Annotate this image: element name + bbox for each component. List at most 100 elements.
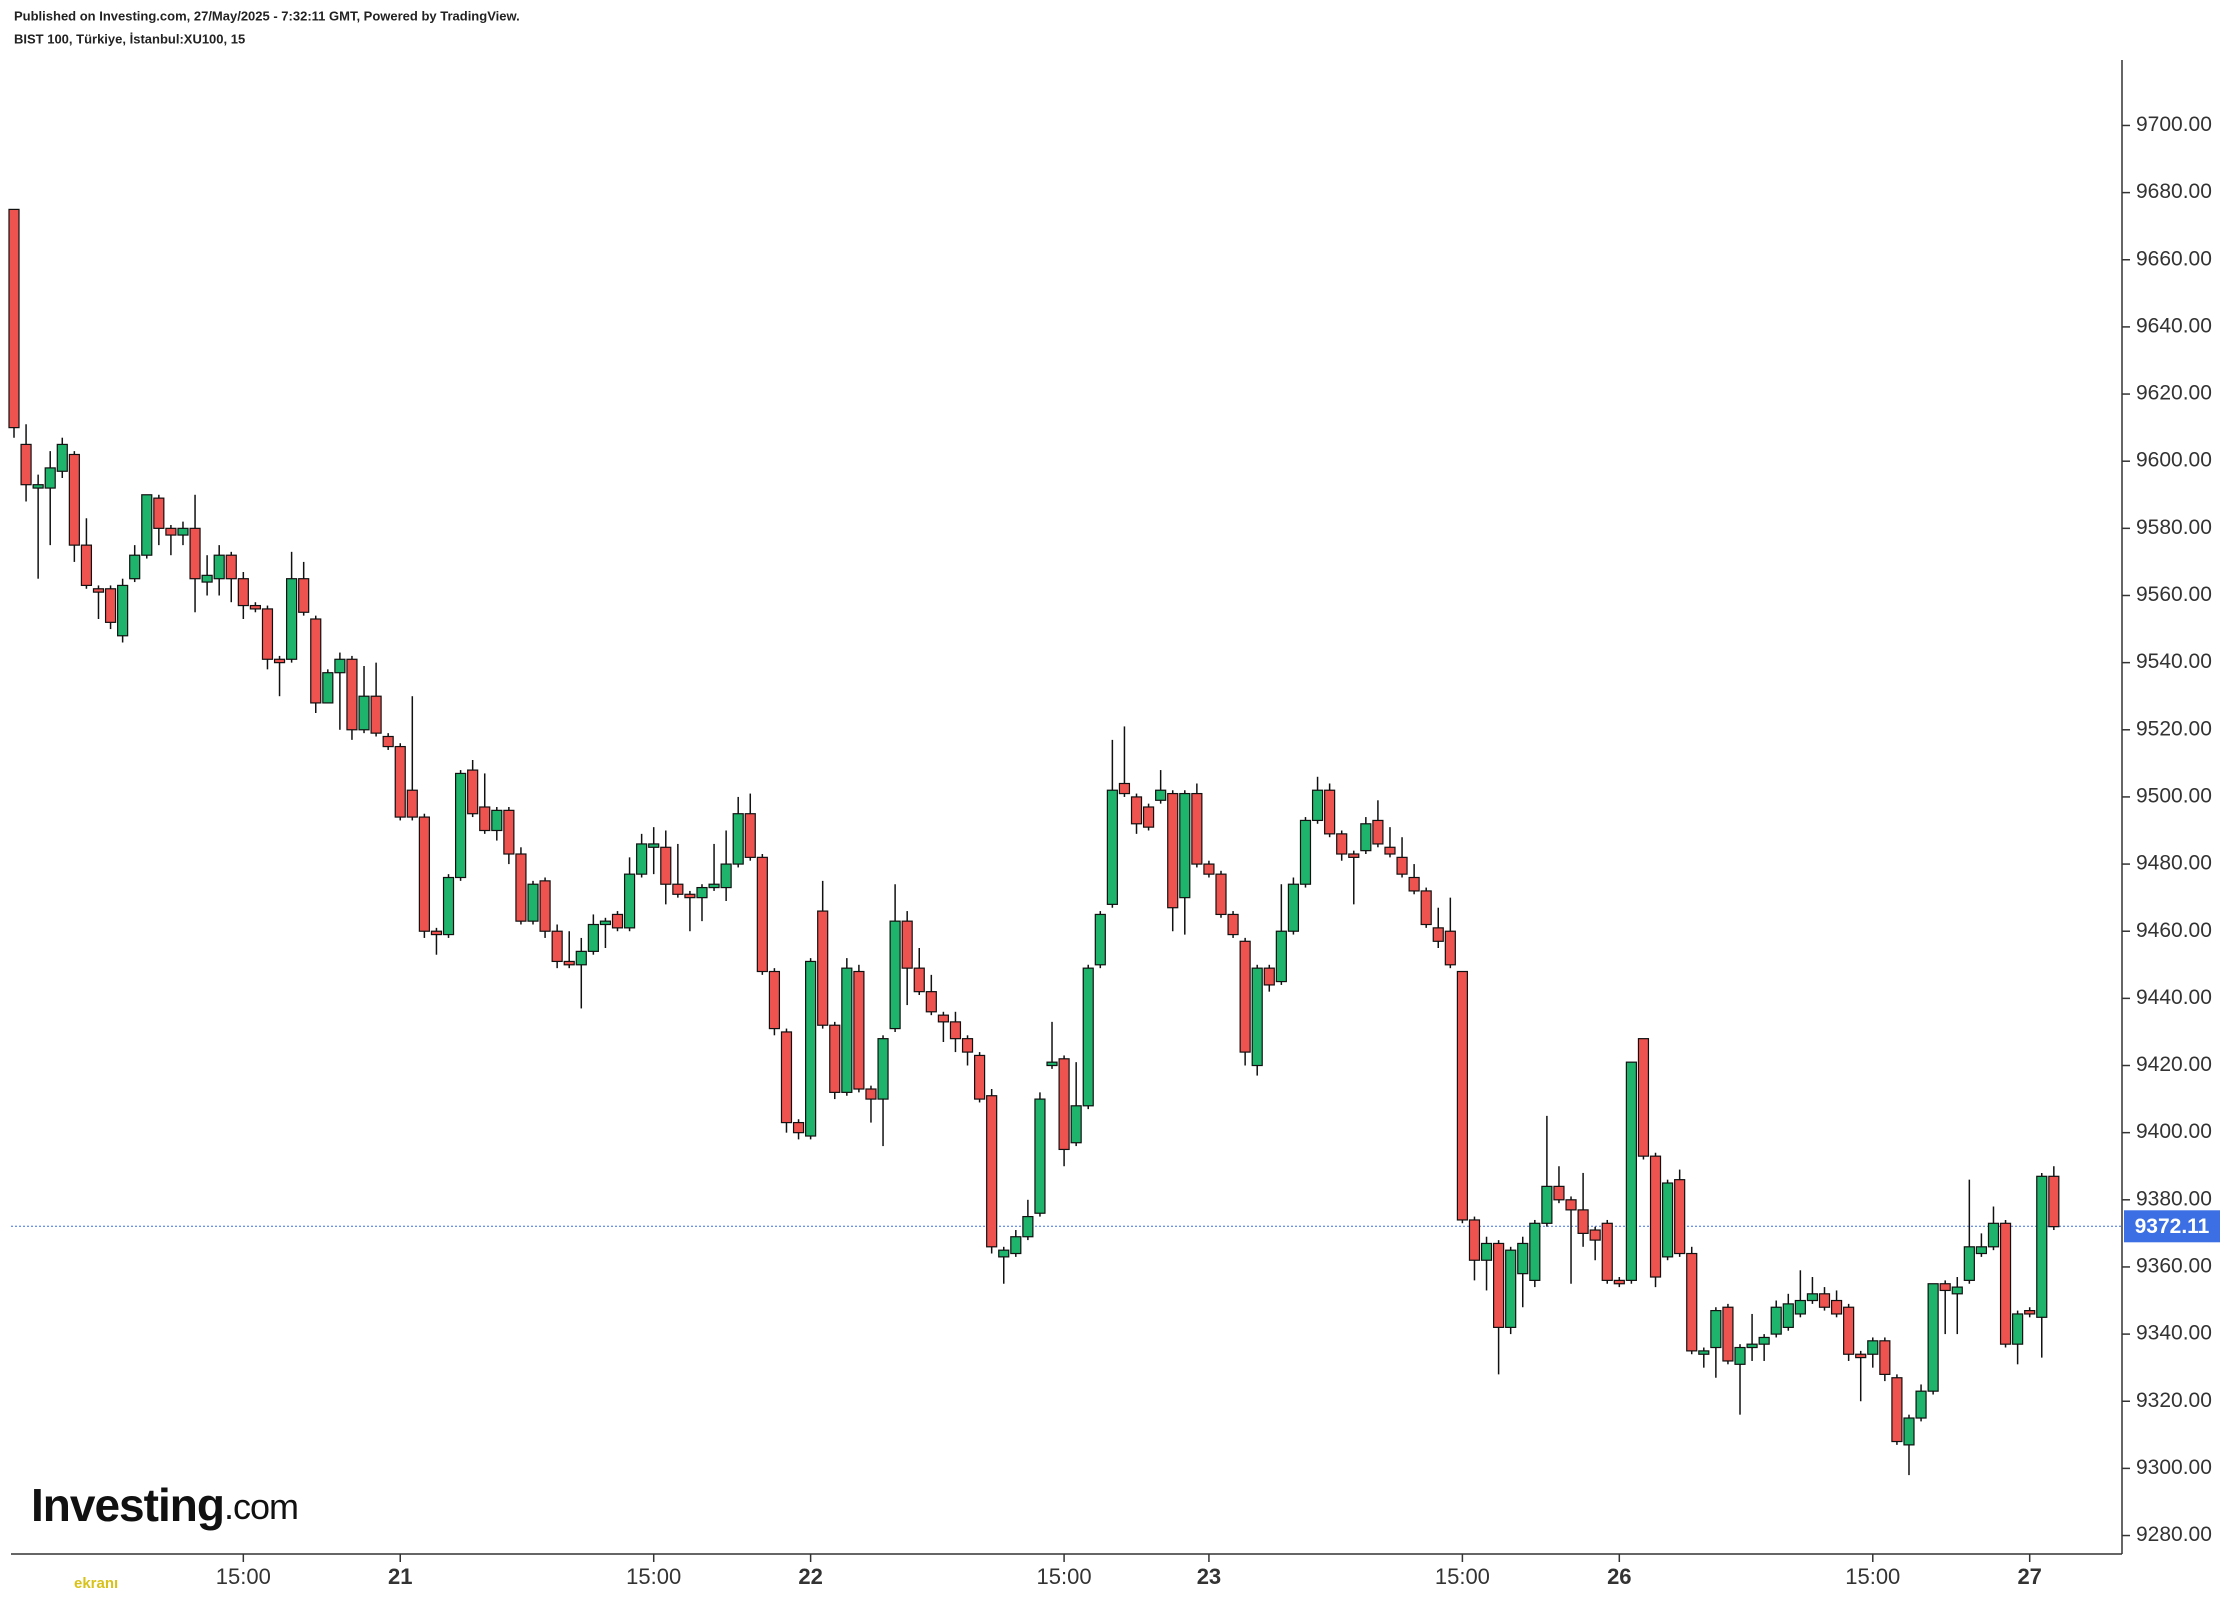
y-tick-label: 9600.00 [2136,449,2212,472]
candle-body [1843,1306,1855,1355]
candle-body [853,970,865,1090]
candle-body [237,578,249,607]
candle-body [913,967,925,993]
candle-body [1468,1219,1481,1261]
y-tick-label: 9460.00 [2136,919,2212,942]
candle-body [1505,1249,1517,1328]
candle-body [1770,1306,1782,1335]
candle-body [322,672,334,704]
candle-body [467,769,479,815]
candle-body [1480,1242,1493,1261]
candle-body [1432,927,1444,942]
candle-body [841,967,853,1093]
candle-body [1903,1417,1915,1446]
candle-body [20,443,32,486]
candle-body [1010,1236,1022,1255]
candle-body [286,578,298,660]
candle-body [1577,1209,1589,1234]
candle-body [1975,1246,1988,1255]
candle-body [1746,1343,1758,1349]
candle-body [1855,1353,1867,1359]
candle-body [563,960,575,966]
candle-body [1879,1340,1891,1375]
candle-body [1891,1377,1903,1443]
x-tick-label: 23 [1197,1564,1221,1589]
x-tick-label: 15:00 [1845,1564,1900,1589]
x-tick-label: 15:00 [626,1564,681,1589]
candle-body [1625,1061,1637,1281]
candle-body [503,809,515,855]
candle-body [1613,1279,1625,1285]
candle-body [189,527,201,580]
candle-body [1142,806,1155,828]
y-tick-label: 9440.00 [2136,986,2212,1009]
y-tick-label: 9640.00 [2136,314,2212,337]
candle-body [1384,846,1396,855]
candle-body [225,554,237,580]
candle-body [1963,1246,1975,1281]
candle-body [1637,1038,1650,1157]
y-tick-label: 9620.00 [2136,382,2212,405]
source-note: Published on Investing.com, 27/May/2025 … [14,8,520,23]
candle-body [1203,863,1215,875]
y-tick-label: 9280.00 [2136,1523,2212,1546]
candle-body [1601,1222,1613,1281]
x-tick-label: 15:00 [1037,1564,1092,1589]
candle-body [165,527,177,536]
candle-body [1263,967,1275,986]
candle-body [1094,913,1106,966]
candle-body [829,1024,841,1093]
y-tick-label: 9580.00 [2136,516,2212,539]
candle-body [1951,1286,1963,1295]
candle-body [1022,1215,1034,1238]
candle-body [1444,930,1456,966]
candle-body [32,484,44,489]
candle-body [1541,1185,1553,1224]
candle-body [1420,890,1432,926]
candle-body [877,1038,889,1100]
candle-body [1191,792,1203,865]
x-tick-label: 15:00 [1435,1564,1490,1589]
watermark: ekranı [74,1575,118,1592]
candle-body [44,467,56,489]
logo-suffix: .com [224,1486,298,1527]
candle-body [1987,1222,2000,1248]
candle-body [744,813,756,858]
candle-body [1493,1242,1505,1328]
candle-body [768,970,781,1030]
candle-body [1698,1350,1710,1355]
candle-body [1710,1309,1722,1349]
candle-body [1034,1098,1046,1214]
candle-body [1734,1346,1746,1365]
candle-body [817,910,829,1026]
candle-body [1106,789,1118,905]
x-tick-label: 27 [2017,1564,2041,1589]
candle-body [1179,792,1191,899]
candle-body [201,574,213,583]
y-tick-label: 9400.00 [2136,1120,2212,1143]
candle-body [1227,913,1239,936]
candle-body [56,443,68,472]
candle-body [1794,1299,1806,1315]
candle-body [636,843,648,875]
candle-body [865,1088,877,1100]
candle-body [430,930,443,936]
candle-body [792,1121,805,1134]
candle-body [551,930,563,963]
candle-body [684,893,696,899]
candle-body [1553,1185,1565,1201]
candle-body [889,920,901,1030]
y-tick-label: 9360.00 [2136,1254,2212,1277]
candle-body [1311,789,1324,822]
candle-body [2024,1309,2036,1315]
candle-body [1299,819,1312,885]
candle-body [1396,856,1408,875]
candle-body [937,1014,949,1023]
candle-body [1118,782,1131,795]
candle-body [1130,796,1143,825]
candle-body [1939,1283,1951,1292]
candle-body [1649,1155,1662,1278]
candle-body [394,745,406,818]
y-tick-label: 9420.00 [2136,1053,2212,1076]
candle-body [334,658,346,674]
